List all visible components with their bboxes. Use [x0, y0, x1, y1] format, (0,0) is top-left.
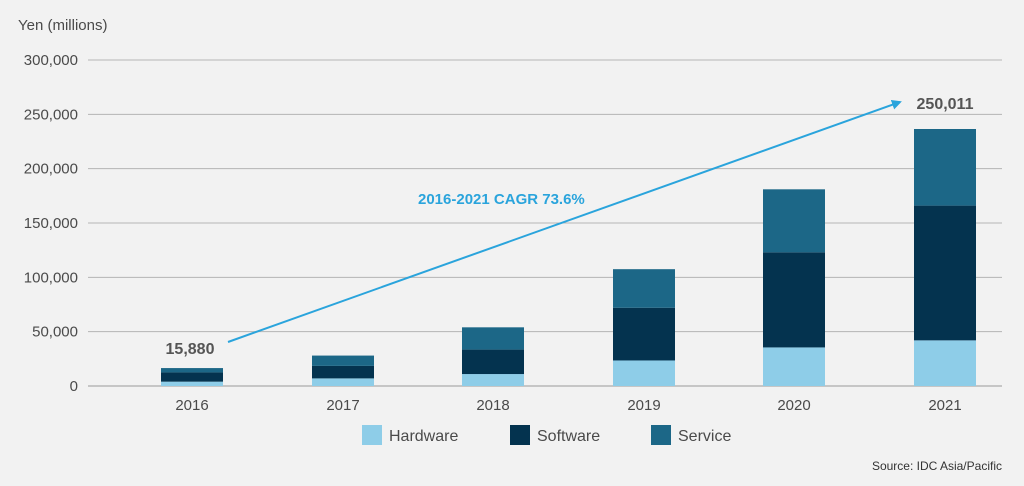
- x-axis-ticks: 2016 2017 2018 2019 2020 2021: [175, 397, 961, 414]
- y-tick-label: 50,000: [32, 324, 78, 341]
- bar-segment-hardware-2019: [613, 360, 675, 386]
- y-tick-label: 200,000: [24, 161, 78, 178]
- gridlines: [88, 59, 1002, 387]
- bars: [161, 129, 976, 386]
- bar-segment-hardware-2016: [161, 381, 223, 386]
- bar-segment-hardware-2017: [312, 378, 374, 386]
- bar-segment-software-2018: [462, 349, 524, 375]
- source-note: Source: IDC Asia/Pacific: [872, 459, 1002, 473]
- legend-swatch-hardware: [362, 425, 382, 445]
- legend-swatch-service: [651, 425, 671, 445]
- y-tick-label: 0: [70, 378, 78, 395]
- x-tick-label: 2020: [777, 397, 810, 414]
- bar-segment-service-2019: [613, 269, 675, 308]
- bar-segment-service-2018: [462, 327, 524, 350]
- bar-segment-software-2019: [613, 307, 675, 361]
- y-tick-label: 100,000: [24, 269, 78, 286]
- x-tick-label: 2019: [627, 397, 660, 414]
- annotations: 15,880 250,011 2016-2021 CAGR 73.6%: [166, 96, 974, 358]
- y-tick-label: 150,000: [24, 215, 78, 232]
- legend-label-hardware: Hardware: [389, 428, 458, 445]
- bar-segment-software-2017: [312, 365, 374, 379]
- bar-segment-service-2021: [914, 129, 976, 206]
- legend-label-service: Service: [678, 428, 731, 445]
- legend-swatch-software: [510, 425, 530, 445]
- cagr-arrow: [227, 99, 902, 343]
- x-tick-label: 2018: [476, 397, 509, 414]
- legend-label-software: Software: [537, 428, 600, 445]
- y-tick-label: 250,000: [24, 106, 78, 123]
- start-total-label: 15,880: [166, 341, 215, 358]
- bar-segment-software-2021: [914, 205, 976, 341]
- end-total-label: 250,011: [917, 96, 974, 113]
- y-axis-ticks: 0 50,000 100,000 150,000 200,000 250,000 300,0…: [24, 52, 78, 395]
- y-axis-unit-label: Yen (millions): [18, 17, 107, 34]
- bar-segment-software-2020: [763, 252, 825, 348]
- bar-segment-hardware-2020: [763, 347, 825, 386]
- x-tick-label: 2021: [928, 397, 961, 414]
- bar-segment-software-2016: [161, 372, 223, 382]
- bar-segment-service-2016: [161, 368, 223, 373]
- bar-segment-hardware-2021: [914, 340, 976, 386]
- y-tick-label: 300,000: [24, 52, 78, 69]
- bar-segment-service-2017: [312, 355, 374, 366]
- bar-segment-service-2020: [763, 189, 825, 253]
- cagr-label: 2016-2021 CAGR 73.6%: [418, 191, 585, 208]
- legend: Hardware Software Service: [362, 425, 731, 445]
- x-tick-label: 2017: [326, 397, 359, 414]
- bar-segment-hardware-2018: [462, 374, 524, 386]
- x-tick-label: 2016: [175, 397, 208, 414]
